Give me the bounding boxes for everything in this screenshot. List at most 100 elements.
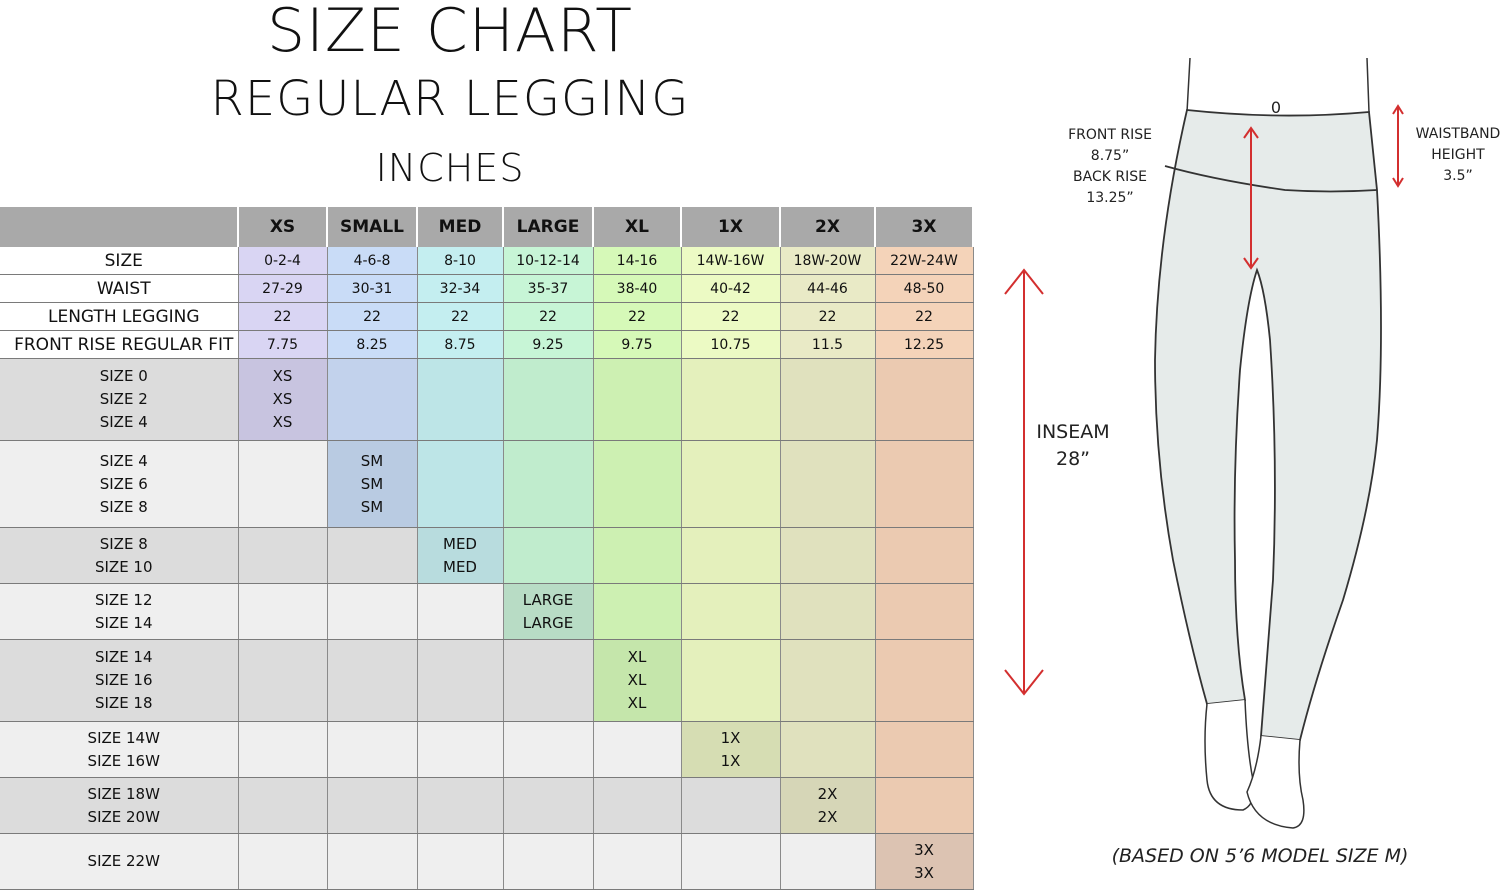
size-labels: SIZE 14W SIZE 16W xyxy=(0,721,239,778)
color-cell xyxy=(875,639,974,722)
color-cell xyxy=(875,583,974,640)
empty-cell xyxy=(417,721,504,778)
measurement-cell: 27-29 xyxy=(238,274,328,303)
measurement-cell: 22 xyxy=(417,302,504,331)
model-caption: (BASED ON 5’6 MODEL SIZE M) xyxy=(1111,845,1409,867)
empty-cell xyxy=(503,639,594,722)
waist-marker: 0 xyxy=(1270,98,1282,117)
size-row: SIZE 4 SIZE 6 SIZE 8 SM SM SM xyxy=(0,440,974,528)
size-match-value: LARGE xyxy=(522,590,574,609)
size-match-cell: LARGE LARGE xyxy=(503,583,594,640)
size-label: SIZE 0 xyxy=(99,367,148,385)
color-cell xyxy=(503,440,594,528)
color-cell xyxy=(875,440,974,528)
measurement-cell: 40-42 xyxy=(681,274,781,303)
column-header: 3X xyxy=(875,207,974,247)
empty-cell xyxy=(327,721,418,778)
color-cell xyxy=(593,440,682,528)
column-header: SMALL xyxy=(327,207,418,247)
color-cell xyxy=(681,440,781,528)
header-blank-cell xyxy=(0,207,239,247)
size-labels: SIZE 18W SIZE 20W xyxy=(0,777,239,834)
color-cell xyxy=(681,527,781,584)
size-label: SIZE 18W xyxy=(87,784,160,803)
header-row: XS SMALL MED LARGE XL 1X 2X 3X xyxy=(0,207,974,247)
inseam-annotation: INSEAM 28” xyxy=(1025,419,1121,473)
empty-cell xyxy=(238,440,328,528)
color-cell xyxy=(875,777,974,834)
column-header: MED xyxy=(417,207,504,247)
size-chart-table: XS SMALL MED LARGE XL 1X 2X 3X SIZE 0-2-4 4-6-8 8-… xyxy=(0,207,974,890)
row-label: SIZE xyxy=(0,247,239,275)
empty-cell xyxy=(593,721,682,778)
waistband-line xyxy=(1164,165,1378,193)
inseam-value: 28” xyxy=(1055,448,1091,470)
size-match-cell: 1X 1X xyxy=(681,721,781,778)
empty-cell xyxy=(593,833,682,890)
size-labels: SIZE 14 SIZE 16 SIZE 18 xyxy=(0,639,239,722)
measurement-cell: 11.5 xyxy=(780,330,876,359)
empty-cell xyxy=(327,583,418,640)
color-cell xyxy=(417,358,504,441)
color-cell xyxy=(503,527,594,584)
measurement-cell: 8.75 xyxy=(417,330,504,359)
empty-cell xyxy=(327,777,418,834)
size-match-value: XL xyxy=(627,648,647,666)
waistband-value: 3.5” xyxy=(1443,168,1473,184)
size-match-cell: 2X 2X xyxy=(780,777,876,834)
empty-cell xyxy=(503,777,594,834)
legging-shape xyxy=(1154,109,1382,741)
measurement-row: SIZE 0-2-4 4-6-8 8-10 10-12-14 14-16 14W-16W 18… xyxy=(0,247,974,275)
row-label: WAIST xyxy=(0,274,239,303)
column-header: LARGE xyxy=(503,207,594,247)
empty-cell xyxy=(238,833,328,890)
color-cell xyxy=(681,583,781,640)
size-row: SIZE 0 SIZE 2 SIZE 4 XS XS XS xyxy=(0,358,974,441)
size-match-cell: MED MED xyxy=(417,527,504,584)
size-label: SIZE 14 xyxy=(94,613,153,632)
size-row: SIZE 14 SIZE 16 SIZE 18 XL XL XL xyxy=(0,639,974,722)
front-rise-arrow xyxy=(1243,126,1259,270)
measurement-cell: 8-10 xyxy=(417,247,504,275)
size-match-cell: 3X 3X xyxy=(875,833,974,890)
size-label: SIZE 4 xyxy=(99,451,148,470)
column-header: 2X xyxy=(780,207,876,247)
color-cell xyxy=(780,639,876,722)
measurement-cell: 22 xyxy=(593,302,682,331)
size-match-value: MED xyxy=(443,557,477,576)
color-cell xyxy=(780,527,876,584)
measurement-cell: 14-16 xyxy=(593,247,682,275)
color-cell xyxy=(780,440,876,528)
measurement-cell: 22 xyxy=(875,302,974,331)
size-label: SIZE 8 xyxy=(99,534,148,553)
size-labels: SIZE 8 SIZE 10 xyxy=(0,527,239,584)
size-match-value: SM xyxy=(360,497,384,516)
color-cell xyxy=(503,358,594,441)
size-match-value: 2X xyxy=(817,784,838,803)
empty-cell xyxy=(238,527,328,584)
size-match-value: XS xyxy=(272,413,293,431)
size-match-value: 3X xyxy=(914,840,934,859)
size-label: SIZE 18 xyxy=(94,694,153,712)
measurement-cell: 22 xyxy=(238,302,328,331)
size-label: SIZE 12 xyxy=(94,590,153,609)
size-match-value: 3X xyxy=(914,863,934,882)
rise-annotation: FRONT RISE 8.75” BACK RISE 13.25” xyxy=(1060,125,1160,209)
empty-cell xyxy=(503,833,594,890)
measurement-cell: 48-50 xyxy=(875,274,974,303)
measurement-cell: 4-6-8 xyxy=(327,247,418,275)
color-cell xyxy=(593,527,682,584)
measurement-cell: 22 xyxy=(681,302,781,331)
empty-cell xyxy=(417,639,504,722)
size-row: SIZE 12 SIZE 14 LARGE LARGE xyxy=(0,583,974,640)
size-labels: SIZE 22W xyxy=(0,833,239,890)
chart-subtitle: REGULAR LEGGING xyxy=(210,71,690,127)
empty-cell xyxy=(327,833,418,890)
measurement-cell: 9.75 xyxy=(593,330,682,359)
measurement-cell: 10.75 xyxy=(681,330,781,359)
color-cell xyxy=(875,358,974,441)
left-foot xyxy=(1204,699,1255,811)
waistband-arrow xyxy=(1392,104,1404,188)
color-cell xyxy=(780,721,876,778)
empty-cell xyxy=(503,721,594,778)
